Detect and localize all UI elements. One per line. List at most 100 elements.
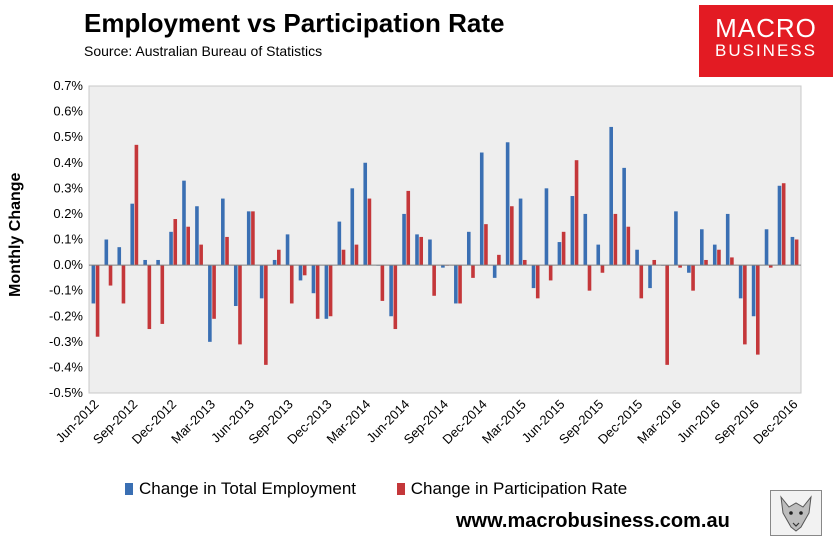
bar-employment <box>117 247 122 266</box>
bar-employment <box>544 188 549 266</box>
bar-participation <box>639 265 644 299</box>
bar-participation <box>548 265 553 281</box>
bar-participation <box>794 239 799 266</box>
bar-participation <box>173 219 178 266</box>
bar-employment <box>609 126 613 266</box>
bar-employment <box>389 265 393 317</box>
bar-participation <box>781 183 786 266</box>
bar-employment <box>104 239 109 266</box>
bar-participation <box>251 211 255 266</box>
macrobusiness-logo: MACRO BUSINESS <box>699 5 833 77</box>
bar-employment <box>195 206 199 266</box>
bar-employment <box>272 259 277 266</box>
bar-participation <box>95 265 100 337</box>
bar-participation <box>108 265 113 286</box>
bar-employment <box>143 259 147 266</box>
bar-participation <box>432 265 436 296</box>
bar-employment <box>505 142 510 266</box>
legend-label-participation: Change in Participation Rate <box>410 479 628 498</box>
legend-item-employment: Change in Total Employment <box>125 479 356 499</box>
bar-employment <box>712 244 717 266</box>
bar-participation <box>186 226 190 266</box>
bar-participation <box>522 259 527 266</box>
bar-employment <box>169 231 173 266</box>
bar-employment <box>246 211 251 266</box>
bar-employment <box>790 236 795 266</box>
y-tick-label: 0.6% <box>53 104 83 119</box>
bar-employment <box>311 265 316 294</box>
bar-employment <box>285 234 290 266</box>
bar-employment <box>492 265 497 278</box>
y-tick-label: 0.7% <box>53 78 83 93</box>
bar-employment <box>700 229 704 266</box>
bar-employment <box>130 203 135 266</box>
bar-employment <box>635 249 639 266</box>
bar-employment <box>298 265 303 281</box>
bar-employment <box>324 265 329 319</box>
bar-employment <box>725 213 730 266</box>
bar-participation <box>471 265 475 278</box>
bar-participation <box>484 224 488 266</box>
y-tick-label: 0.1% <box>53 232 83 247</box>
bar-participation <box>587 265 592 291</box>
bar-participation <box>678 265 682 268</box>
bar-participation <box>225 236 229 266</box>
chart-legend: Change in Total Employment Change in Par… <box>125 479 663 499</box>
bar-participation <box>665 265 669 365</box>
bar-participation <box>717 249 721 266</box>
bar-employment <box>156 259 160 266</box>
bar-employment <box>570 196 575 266</box>
bar-employment <box>91 265 96 304</box>
y-tick-label: -0.3% <box>49 334 83 349</box>
y-tick-label: 0.0% <box>53 257 83 272</box>
bar-participation <box>315 265 320 319</box>
bar-participation <box>302 265 307 276</box>
bar-participation <box>264 265 268 365</box>
bar-participation <box>561 231 566 266</box>
bar-employment <box>441 265 445 268</box>
bar-employment <box>596 244 601 266</box>
bar-participation <box>212 265 216 319</box>
bar-employment <box>466 231 471 266</box>
bar-employment <box>764 229 769 266</box>
y-tick-label: 0.3% <box>53 180 83 195</box>
bar-employment <box>182 180 186 266</box>
bar-employment <box>648 265 652 289</box>
legend-swatch-employment <box>125 483 133 495</box>
bar-participation <box>393 265 398 330</box>
bar-participation <box>199 244 203 266</box>
bar-employment <box>363 162 368 266</box>
bar-participation <box>121 265 126 304</box>
bar-participation <box>147 265 152 330</box>
bar-employment <box>622 167 626 266</box>
bar-employment <box>259 265 264 299</box>
bar-employment <box>583 213 588 266</box>
bar-participation <box>380 265 385 301</box>
y-tick-label: 0.4% <box>53 155 83 170</box>
bar-participation <box>613 213 618 266</box>
legend-swatch-participation <box>396 483 405 495</box>
y-axis-label: Monthly Change <box>7 172 24 297</box>
plot-area <box>88 85 802 394</box>
bar-participation <box>768 265 773 268</box>
bar-employment <box>687 265 691 273</box>
bar-employment <box>208 265 212 342</box>
bar-participation <box>238 265 242 345</box>
bar-participation <box>730 257 734 266</box>
bar-participation <box>691 265 695 291</box>
bar-participation <box>406 190 411 266</box>
logo-line-1: MACRO <box>715 13 817 43</box>
legend-label-employment: Change in Total Employment <box>139 479 357 498</box>
bar-participation <box>289 265 294 304</box>
y-tick-label: 0.2% <box>53 206 83 221</box>
bar-employment <box>402 213 406 266</box>
wolf-logo-image <box>770 490 822 536</box>
y-tick-label: -0.4% <box>49 359 83 374</box>
bar-participation <box>419 236 424 266</box>
chart-source: Source: Australian Bureau of Statistics <box>84 43 323 59</box>
y-tick-label: -0.2% <box>49 308 83 323</box>
bar-employment <box>428 239 432 266</box>
bar-participation <box>134 144 139 266</box>
bar-employment <box>518 198 523 266</box>
